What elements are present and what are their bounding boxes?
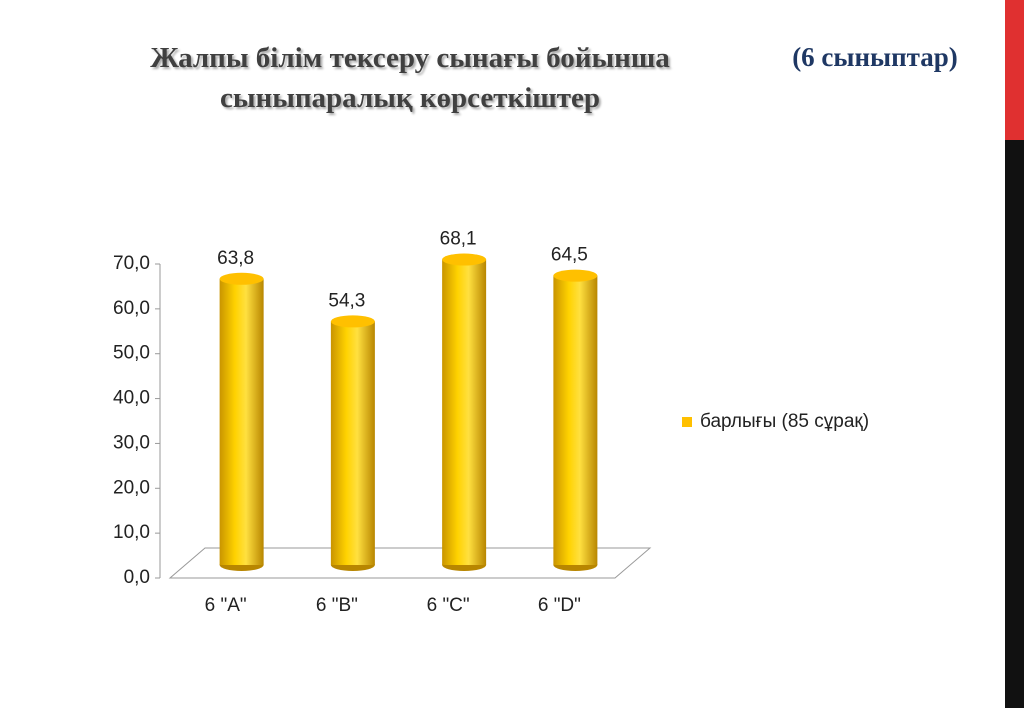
bar-cap xyxy=(553,269,598,282)
y-tick-label: 20,0 xyxy=(113,477,150,498)
value-label: 68,1 xyxy=(440,229,477,250)
y-tick-label: 60,0 xyxy=(113,298,150,319)
floor xyxy=(168,547,652,579)
value-label: 54,3 xyxy=(328,290,365,311)
legend-label: барлығы (85 сұрақ) xyxy=(700,411,869,432)
edge-red xyxy=(1005,0,1024,140)
bar xyxy=(219,278,264,565)
bar-cap xyxy=(330,315,375,328)
x-tick-label: 6 "A" xyxy=(205,595,247,616)
bar xyxy=(442,259,487,565)
x-tick-label: 6 "D" xyxy=(538,595,581,616)
y-tick-label: 0,0 xyxy=(124,567,150,588)
y-tick-label: 10,0 xyxy=(113,522,150,543)
edge-black xyxy=(1005,140,1024,708)
value-label: 64,5 xyxy=(551,245,588,266)
x-tick-label: 6 "B" xyxy=(316,595,358,616)
y-tick-label: 50,0 xyxy=(113,343,150,364)
bar-cap xyxy=(442,253,487,266)
chart-title: Жалпы білім тексеру сынағы бойынша сынып… xyxy=(150,42,670,114)
bar xyxy=(330,321,375,565)
x-tick-label: 6 "C" xyxy=(427,595,470,616)
y-tick-label: 30,0 xyxy=(113,432,150,453)
bar xyxy=(553,275,598,565)
bar-cap xyxy=(219,272,264,285)
y-tick-label: 70,0 xyxy=(113,253,150,274)
value-label: 63,8 xyxy=(217,248,254,269)
legend-swatch xyxy=(682,417,692,427)
y-tick-label: 40,0 xyxy=(113,388,150,409)
chart-subtitle: (6 сыныптар) xyxy=(792,42,958,72)
